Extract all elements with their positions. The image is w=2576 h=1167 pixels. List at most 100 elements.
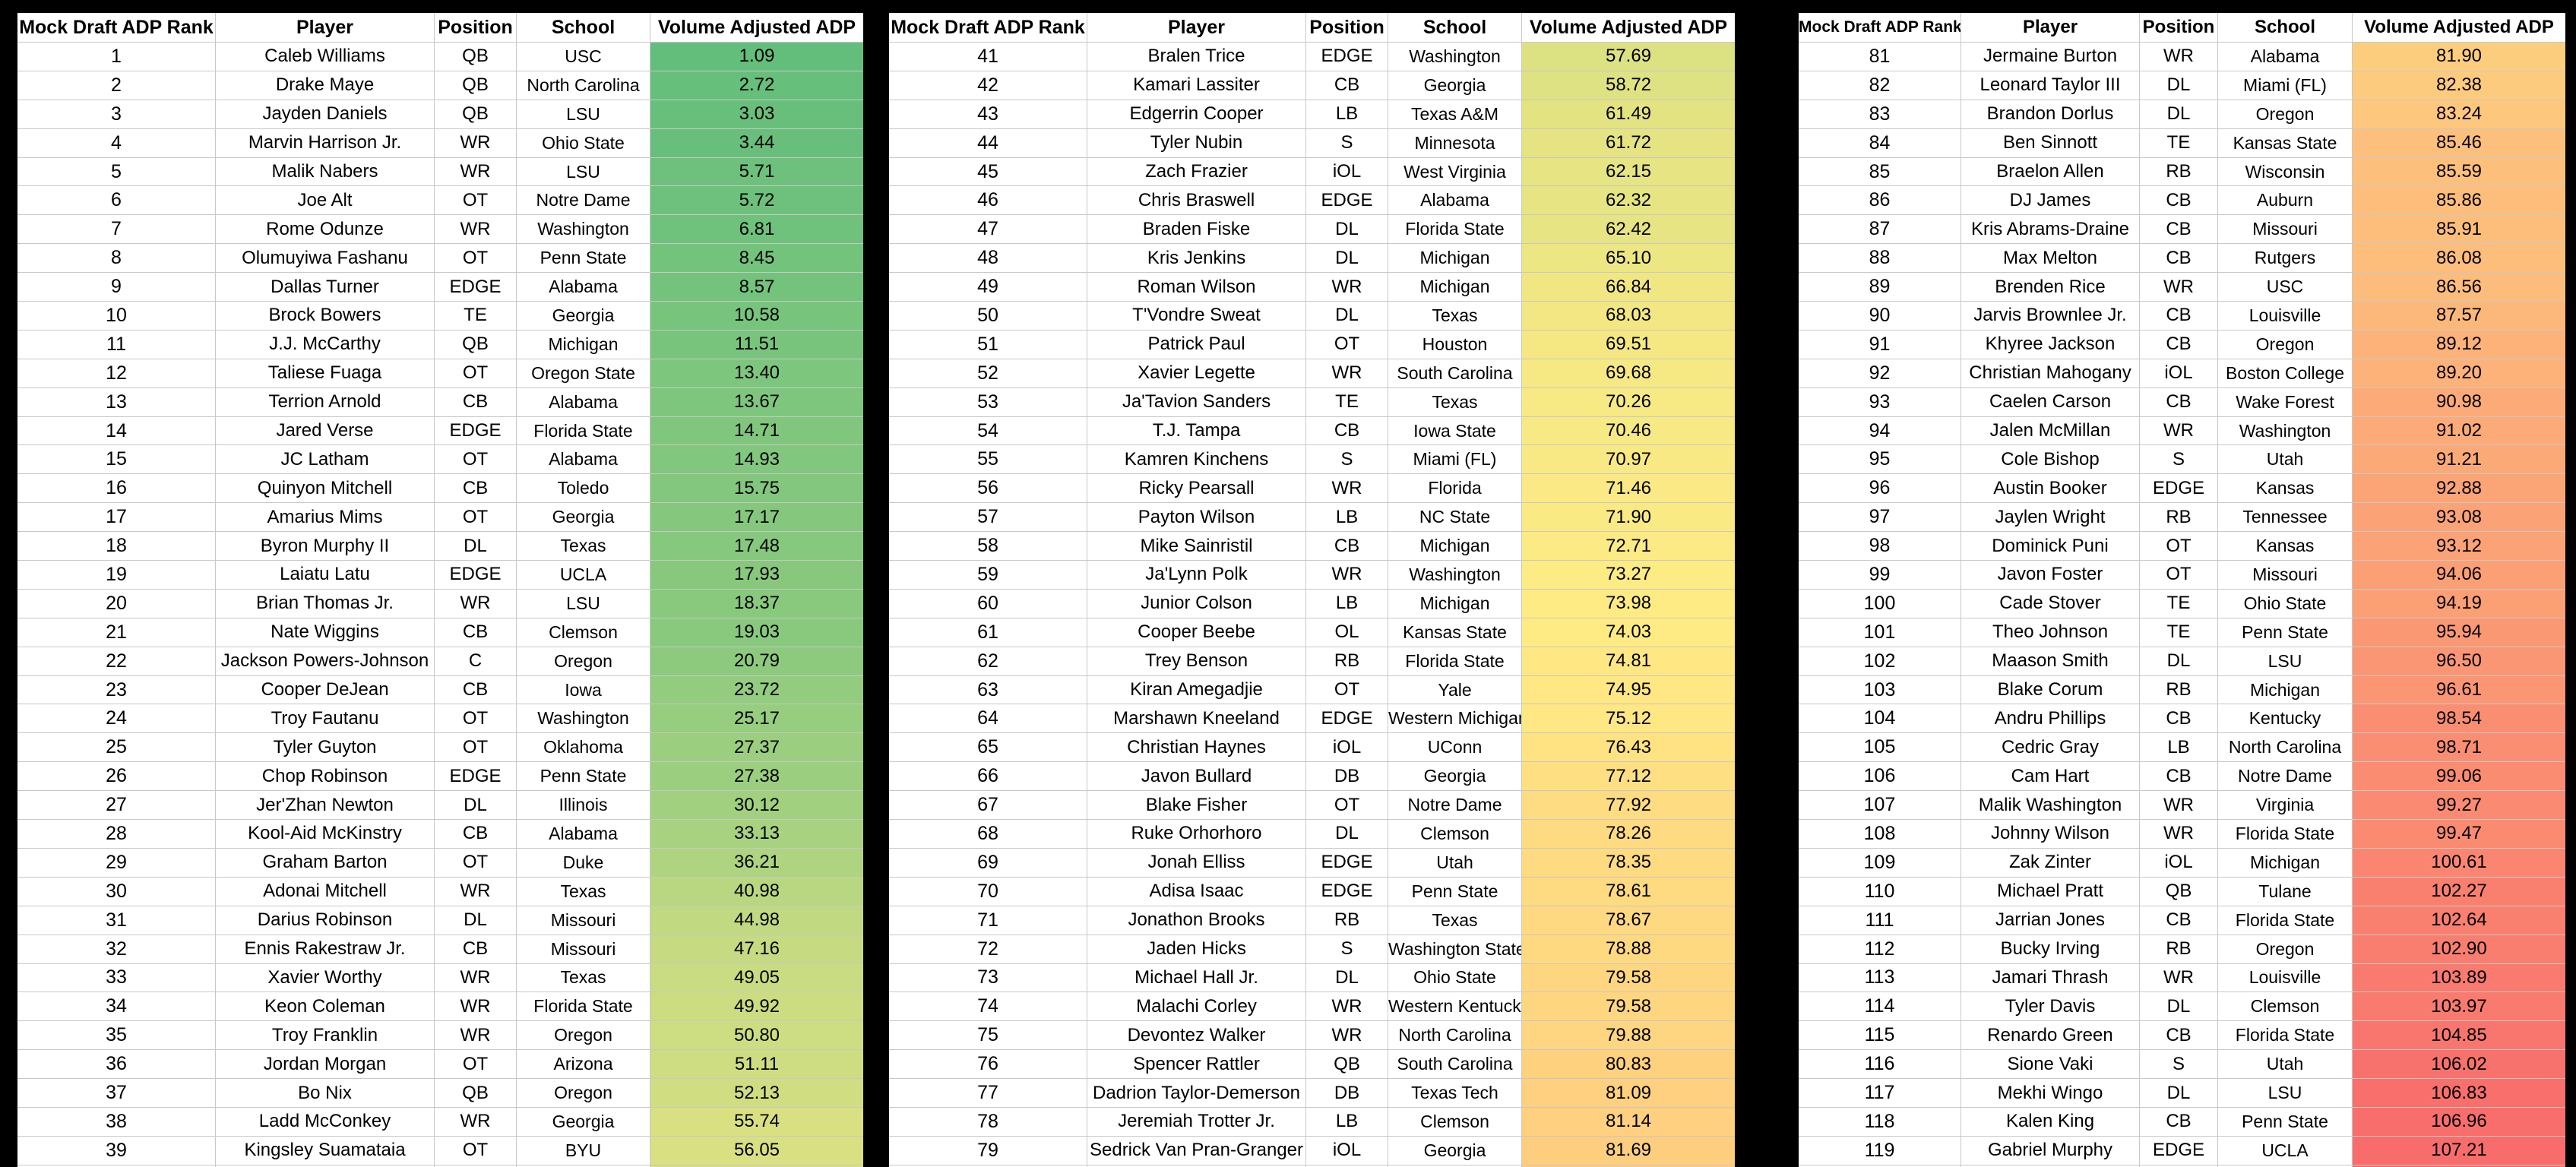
- rank-cell: 10: [16, 301, 216, 330]
- rank-cell: 111: [1797, 905, 1961, 935]
- table-row: 62 Trey Benson RB Florida State 74.81: [888, 646, 1736, 676]
- table-row: 21 Nate Wiggins CB Clemson 19.03: [16, 617, 865, 647]
- rank-cell: 75: [888, 1020, 1087, 1051]
- player-cell: Tyler Nubin: [1087, 128, 1306, 158]
- adp-value-cell: 13.40: [650, 358, 865, 388]
- player-cell: Spencer Rattler: [1087, 1049, 1306, 1080]
- position-cell: CB: [2139, 1106, 2218, 1137]
- position-cell: TE: [434, 301, 517, 330]
- adp-value-cell: 30.12: [650, 790, 865, 821]
- school-cell: Utah: [2217, 444, 2353, 475]
- table-row: 97 Jaylen Wright RB Tennessee 93.08: [1797, 502, 2567, 533]
- position-cell: iOL: [1305, 157, 1388, 187]
- position-cell: WR: [2139, 963, 2218, 993]
- player-cell: Austin Booker: [1960, 473, 2140, 504]
- position-cell: CB: [2139, 387, 2218, 417]
- rank-cell: 6: [16, 185, 216, 216]
- school-cell: Utah: [2217, 1049, 2353, 1080]
- adp-value-cell: 57.69: [1521, 42, 1736, 71]
- column-header-adp: Volume Adjusted ADP: [2352, 11, 2567, 43]
- table-row: 42 Kamari Lassiter CB Georgia 58.72: [888, 70, 1736, 100]
- rank-cell: 102: [1797, 646, 1961, 676]
- position-cell: DL: [2139, 70, 2218, 100]
- player-cell: Joe Alt: [215, 185, 435, 216]
- rank-cell: 76: [888, 1049, 1087, 1080]
- school-cell: Rutgers: [2217, 243, 2353, 274]
- adp-value-cell: 81.90: [2352, 42, 2567, 71]
- table-row: 58 Mike Sainristil CB Michigan 72.71: [888, 531, 1736, 561]
- adp-value-cell: 79.88: [1521, 1020, 1736, 1051]
- player-cell: Rome Odunze: [215, 214, 435, 245]
- rank-cell: 105: [1797, 732, 1961, 763]
- table-row: 37 Bo Nix QB Oregon 52.13: [16, 1078, 865, 1108]
- position-cell: WR: [434, 963, 517, 993]
- school-cell: Texas: [516, 531, 650, 561]
- player-cell: Troy Fautanu: [215, 704, 435, 734]
- column-header-school: School: [1388, 11, 1522, 43]
- player-cell: Cole Bishop: [1960, 444, 2140, 475]
- position-cell: DL: [1305, 301, 1388, 330]
- player-cell: Kamren Kinchens: [1087, 444, 1306, 475]
- position-cell: DL: [1305, 243, 1388, 274]
- school-cell: Michigan: [516, 329, 650, 359]
- rank-cell: 65: [888, 732, 1087, 763]
- table-row: 51 Patrick Paul OT Houston 69.51: [888, 329, 1736, 359]
- adp-value-cell: 14.71: [650, 416, 865, 446]
- rank-cell: 27: [16, 790, 216, 821]
- table-row: 101 Theo Johnson TE Penn State 95.94: [1797, 617, 2567, 647]
- rank-cell: 116: [1797, 1049, 1961, 1080]
- adp-value-cell: 82.38: [2352, 70, 2567, 100]
- rank-cell: 78: [888, 1106, 1087, 1137]
- school-cell: Florida State: [1388, 214, 1522, 245]
- adp-value-cell: 79.58: [1521, 963, 1736, 993]
- rank-cell: 69: [888, 847, 1087, 878]
- position-cell: RB: [2139, 157, 2218, 187]
- rank-cell: 52: [888, 358, 1087, 388]
- player-cell: Jonathon Brooks: [1087, 905, 1306, 935]
- rank-cell: 8: [16, 243, 216, 274]
- school-cell: Texas: [1388, 301, 1522, 330]
- table-row: 88 Max Melton CB Rutgers 86.08: [1797, 243, 2567, 274]
- adp-value-cell: 86.08: [2352, 243, 2567, 274]
- school-cell: Washington: [1388, 42, 1522, 71]
- adp-value-cell: 99.27: [2352, 790, 2567, 821]
- adp-value-cell: 62.42: [1521, 214, 1736, 245]
- position-cell: TE: [2139, 128, 2218, 158]
- position-cell: CB: [2139, 905, 2218, 935]
- school-cell: Florida State: [1388, 646, 1522, 676]
- rank-cell: 15: [16, 444, 216, 475]
- table-row: 104 Andru Phillips CB Kentucky 98.54: [1797, 704, 2567, 734]
- school-cell: USC: [516, 42, 650, 71]
- adp-value-cell: 2.72: [650, 70, 865, 100]
- position-cell: RB: [2139, 934, 2218, 964]
- position-cell: CB: [2139, 301, 2218, 330]
- table-row: 57 Payton Wilson LB NC State 71.90: [888, 502, 1736, 533]
- rank-cell: 60: [888, 588, 1087, 618]
- rank-cell: 79: [888, 1135, 1087, 1165]
- table-row: 112 Bucky Irving RB Oregon 102.90: [1797, 934, 2567, 964]
- rank-cell: 11: [16, 329, 216, 359]
- table-row: 48 Kris Jenkins DL Michigan 65.10: [888, 243, 1736, 274]
- school-cell: Western Michigan: [1388, 704, 1522, 734]
- position-cell: S: [1305, 934, 1388, 964]
- rank-cell: 77: [888, 1078, 1087, 1108]
- column-header-position: Position: [434, 11, 517, 43]
- table-row: 84 Ben Sinnott TE Kansas State 85.46: [1797, 128, 2567, 158]
- position-cell: WR: [434, 1020, 517, 1051]
- player-cell: Jer'Zhan Newton: [215, 790, 435, 821]
- player-cell: JC Latham: [215, 444, 435, 475]
- school-cell: Miami (FL): [2217, 70, 2353, 100]
- rank-cell: 106: [1797, 761, 1961, 792]
- adp-value-cell: 92.88: [2352, 473, 2567, 504]
- rank-cell: 73: [888, 963, 1087, 993]
- rank-cell: 53: [888, 387, 1087, 417]
- table-row: 45 Zach Frazier iOL West Virginia 62.15: [888, 157, 1736, 187]
- school-cell: Wisconsin: [2217, 157, 2353, 187]
- rank-cell: 103: [1797, 675, 1961, 705]
- adp-value-cell: 78.26: [1521, 819, 1736, 849]
- adp-value-cell: 40.98: [650, 876, 865, 906]
- table-row: 25 Tyler Guyton OT Oklahoma 27.37: [16, 732, 865, 763]
- player-cell: Blake Corum: [1960, 675, 2140, 705]
- position-cell: OT: [434, 732, 517, 763]
- rank-cell: 34: [16, 991, 216, 1022]
